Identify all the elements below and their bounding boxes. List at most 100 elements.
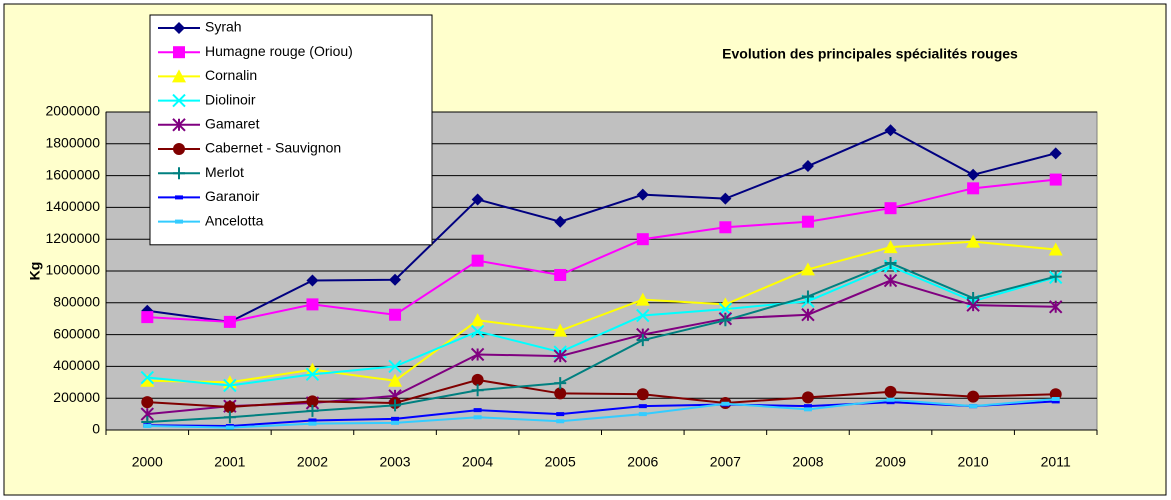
marker bbox=[884, 257, 897, 270]
x-tick-label: 2009 bbox=[875, 454, 906, 470]
x-tick-label: 2010 bbox=[958, 454, 989, 470]
marker bbox=[801, 215, 814, 228]
marker bbox=[884, 385, 897, 398]
marker bbox=[223, 315, 236, 328]
y-tick-label: 1200000 bbox=[45, 230, 100, 246]
marker bbox=[471, 193, 484, 206]
marker bbox=[470, 313, 485, 327]
x-tick-label: 2007 bbox=[710, 454, 741, 470]
x-tick-label: 2001 bbox=[214, 454, 245, 470]
legend-box bbox=[149, 14, 433, 246]
y-tick-label: 1000000 bbox=[45, 262, 100, 278]
marker bbox=[719, 314, 732, 327]
marker bbox=[967, 292, 980, 305]
marker bbox=[1049, 173, 1062, 186]
legend-marker bbox=[173, 167, 185, 180]
marker bbox=[1049, 300, 1063, 314]
marker bbox=[389, 273, 402, 286]
marker bbox=[969, 404, 978, 409]
marker bbox=[967, 390, 980, 403]
legend-marker bbox=[175, 219, 183, 224]
marker bbox=[801, 391, 814, 404]
series-line bbox=[147, 178, 1056, 323]
marker bbox=[470, 347, 485, 362]
x-tick-label: 2008 bbox=[792, 454, 823, 470]
marker bbox=[886, 397, 895, 402]
marker bbox=[308, 418, 317, 423]
marker bbox=[800, 262, 815, 276]
marker bbox=[1048, 242, 1063, 256]
series-line bbox=[147, 400, 1056, 428]
marker bbox=[967, 182, 980, 195]
marker bbox=[389, 308, 402, 321]
y-tick-label: 0 bbox=[92, 421, 100, 437]
marker bbox=[141, 311, 154, 324]
legend-marker bbox=[173, 46, 185, 59]
chart-title: Evolution des principales spécialités ro… bbox=[722, 46, 1018, 62]
marker bbox=[554, 377, 567, 390]
marker bbox=[556, 412, 565, 417]
y-tick-label: 1400000 bbox=[45, 198, 100, 214]
marker bbox=[553, 349, 567, 363]
marker bbox=[143, 424, 152, 429]
marker bbox=[803, 404, 812, 409]
legend-label: Ancelotta bbox=[205, 212, 264, 228]
marker bbox=[140, 370, 154, 385]
series-line bbox=[147, 397, 1056, 429]
legend-label: Cabernet - Sauvignon bbox=[205, 140, 341, 156]
series-line bbox=[147, 265, 1056, 387]
marker bbox=[636, 388, 649, 401]
marker bbox=[636, 188, 649, 201]
y-tick-label: 2000000 bbox=[45, 103, 100, 119]
marker bbox=[306, 298, 319, 311]
marker bbox=[1051, 399, 1060, 404]
marker bbox=[967, 168, 980, 181]
marker bbox=[801, 290, 814, 303]
series-line bbox=[147, 378, 1056, 408]
marker bbox=[801, 308, 815, 322]
marker bbox=[471, 254, 484, 267]
marker bbox=[140, 373, 155, 387]
legend-label: Humagne rouge (Oriou) bbox=[205, 43, 353, 59]
marker bbox=[223, 378, 237, 393]
marker bbox=[884, 124, 897, 137]
marker bbox=[638, 412, 647, 417]
marker bbox=[554, 387, 567, 400]
marker bbox=[305, 362, 320, 376]
legend-label: Cornalin bbox=[205, 67, 257, 83]
y-tick-label: 1800000 bbox=[45, 135, 100, 151]
legend-marker bbox=[172, 118, 186, 132]
legend-marker bbox=[172, 69, 186, 83]
marker bbox=[141, 396, 154, 409]
marker bbox=[638, 404, 647, 409]
legend-marker bbox=[173, 22, 185, 34]
marker bbox=[803, 407, 812, 412]
marker bbox=[391, 420, 400, 425]
y-axis-label: Kg bbox=[27, 262, 43, 281]
legend-label: Garanoir bbox=[205, 188, 260, 204]
x-tick-label: 2006 bbox=[627, 454, 658, 470]
marker bbox=[636, 334, 649, 347]
marker bbox=[556, 419, 565, 424]
marker bbox=[966, 234, 981, 248]
marker bbox=[718, 302, 733, 316]
marker bbox=[473, 415, 482, 420]
marker bbox=[1051, 396, 1060, 401]
marker bbox=[389, 399, 402, 412]
marker bbox=[388, 373, 403, 387]
series-line bbox=[147, 279, 1056, 416]
x-tick-label: 2003 bbox=[379, 454, 410, 470]
y-tick-label: 200000 bbox=[53, 389, 100, 405]
legend-label: Diolinoir bbox=[205, 91, 256, 107]
marker bbox=[471, 373, 484, 386]
marker bbox=[721, 401, 730, 406]
marker bbox=[308, 421, 317, 426]
x-tick-label: 2002 bbox=[297, 454, 328, 470]
marker bbox=[801, 160, 814, 173]
legend-label: Syrah bbox=[205, 19, 242, 35]
marker bbox=[636, 308, 650, 323]
y-tick-label: 400000 bbox=[53, 357, 100, 373]
marker bbox=[388, 359, 402, 374]
x-tick-label: 2005 bbox=[545, 454, 576, 470]
